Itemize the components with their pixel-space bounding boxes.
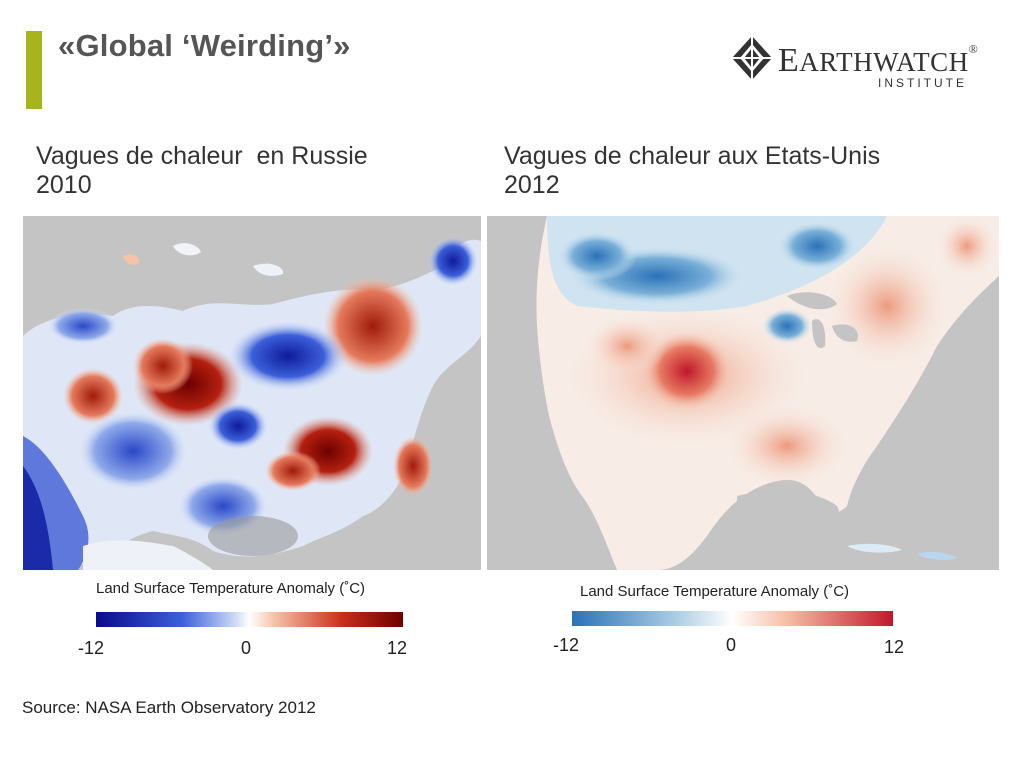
russia-legend-min: -12 (78, 638, 105, 658)
earthwatch-logo: EARTHWATCH® INSTITUTE (730, 34, 990, 94)
russia-caption: Vagues de chaleur en Russie 2010 (36, 142, 368, 199)
usa-legend-mid: 0 (726, 635, 737, 655)
russia-lst-anomaly-map-icon (23, 236, 481, 570)
logo-name: ARTHWATCH (799, 47, 969, 77)
logo-registered: ® (968, 42, 979, 56)
russia-anomaly-map (23, 216, 481, 570)
russia-legend-mid: 0 (241, 638, 252, 658)
logo-wordmark: EARTHWATCH® (778, 42, 978, 80)
source-note: Source: NASA Earth Observatory 2012 (22, 698, 316, 717)
usa-legend-colorbar (572, 611, 893, 626)
earthwatch-diamond-icon (732, 36, 772, 80)
usa-caption: Vagues de chaleur aux Etats-Unis 2012 (504, 142, 881, 199)
usa-legend-max: 12 (884, 637, 905, 657)
usa-anomaly-map (487, 216, 999, 570)
title-accent-bar (26, 31, 42, 109)
logo-subtitle: INSTITUTE (878, 76, 967, 90)
usa-lst-anomaly-map-icon (536, 216, 999, 570)
russia-legend-max: 12 (387, 638, 408, 658)
usa-legend-min: -12 (553, 635, 580, 655)
russia-legend-colorbar (96, 612, 403, 627)
slide-title: «Global ‘Weirding’» (58, 28, 351, 63)
russia-legend-title: Land Surface Temperature Anomaly (˚C) (96, 580, 366, 597)
logo-initial: E (778, 42, 800, 79)
usa-legend-title: Land Surface Temperature Anomaly (˚C) (580, 583, 850, 600)
